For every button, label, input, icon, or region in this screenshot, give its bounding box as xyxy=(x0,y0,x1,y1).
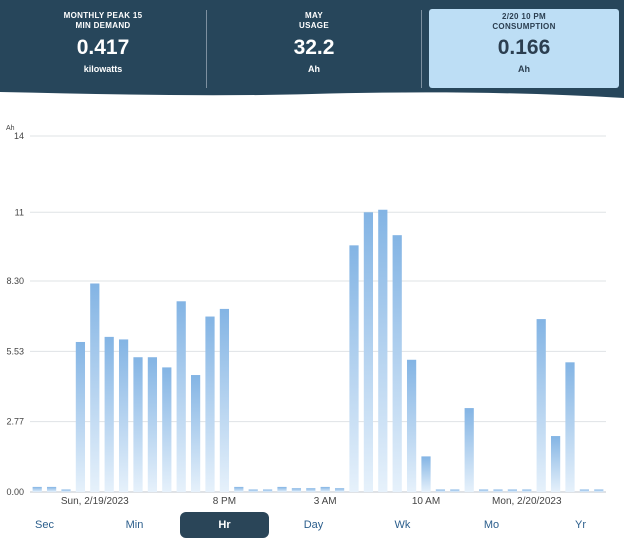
chart-bar[interactable] xyxy=(464,408,474,492)
stat-label: USAGE xyxy=(299,21,329,30)
chart-bar[interactable] xyxy=(378,209,388,492)
stat-month-usage[interactable]: MAY USAGE 32.2 Ah xyxy=(208,0,420,90)
chart-bar[interactable] xyxy=(450,489,460,492)
stat-value: 0.166 xyxy=(497,36,551,59)
x-tick-label: 3 AM xyxy=(314,496,337,507)
y-tick-label: 5.53 xyxy=(6,346,24,356)
time-range-tabs: Sec Min Hr Day Wk Mo Yr xyxy=(0,512,624,538)
chart-bar[interactable] xyxy=(61,489,71,492)
stat-label: MAY xyxy=(305,11,323,20)
chart-bar[interactable] xyxy=(162,367,172,492)
chart-bar[interactable] xyxy=(118,339,129,492)
summary-header: MONTHLY PEAK 15 MIN DEMAND 0.417 kilowat… xyxy=(0,0,624,100)
stat-label: CONSUMPTION xyxy=(492,22,556,31)
x-tick-label: Mon, 2/20/2023 xyxy=(492,496,562,507)
chart-bar[interactable] xyxy=(248,489,258,492)
chart-bar[interactable] xyxy=(550,436,561,492)
tab-hr[interactable]: Hr xyxy=(180,512,269,538)
tab-day[interactable]: Day xyxy=(303,519,324,531)
stat-unit: kilowatts xyxy=(83,64,123,74)
chart-bar[interactable] xyxy=(435,489,446,492)
chart-bar[interactable] xyxy=(306,488,316,492)
chart-bar[interactable] xyxy=(133,357,143,492)
stat-value: 0.417 xyxy=(76,36,130,59)
chart-bar[interactable] xyxy=(277,486,287,492)
chart-bar[interactable] xyxy=(579,489,590,492)
y-tick-label: 0.00 xyxy=(6,487,24,497)
chart-bar[interactable] xyxy=(104,336,114,492)
chart-bar[interactable] xyxy=(478,489,489,492)
chart-bar[interactable] xyxy=(320,486,330,492)
y-tick-label: 11 xyxy=(15,207,24,217)
stat-unit: Ah xyxy=(308,64,320,74)
stat-selected-consumption[interactable]: 2/20 10 PM CONSUMPTION 0.166 Ah xyxy=(429,9,619,88)
chart-bar[interactable] xyxy=(32,486,42,492)
chart-bar[interactable] xyxy=(349,245,359,492)
chart-bar[interactable] xyxy=(75,341,86,492)
y-tick-label: 14 xyxy=(14,131,24,141)
chart-bar[interactable] xyxy=(406,359,417,492)
x-tick-label: 10 AM xyxy=(412,496,440,507)
chart-bar[interactable] xyxy=(493,489,503,492)
y-tick-label: 8.30 xyxy=(6,276,24,286)
chart-bar[interactable] xyxy=(565,362,575,492)
stat-label: MONTHLY PEAK 15 xyxy=(63,11,143,20)
chart-bar[interactable] xyxy=(219,308,230,492)
chart-bar[interactable] xyxy=(334,488,345,492)
stat-label: MIN DEMAND xyxy=(75,21,131,30)
x-tick-label: 8 PM xyxy=(213,496,236,507)
y-axis-unit-label: Ah xyxy=(6,125,15,132)
tab-yr[interactable]: Yr xyxy=(575,519,586,531)
chart-bar[interactable] xyxy=(176,301,186,492)
chart-bar[interactable] xyxy=(190,375,201,492)
chart-bar[interactable] xyxy=(594,489,604,492)
header-divider xyxy=(206,10,207,88)
chart-bar[interactable] xyxy=(522,489,532,492)
stat-monthly-peak[interactable]: MONTHLY PEAK 15 MIN DEMAND 0.417 kilowat… xyxy=(0,0,206,90)
usage-bar-chart[interactable]: 14 11 8.30 5.53 2.77 0.00 Sun, 2/19/2023 8 PM 3 … xyxy=(0,118,624,508)
chart-bar[interactable] xyxy=(421,456,431,492)
chart-bar[interactable] xyxy=(363,212,374,492)
chart-bar[interactable] xyxy=(46,486,57,492)
y-tick-label: 2.77 xyxy=(6,417,24,427)
tab-min[interactable]: Min xyxy=(125,519,144,531)
stat-label: 2/20 10 PM xyxy=(502,12,546,21)
tab-wk[interactable]: Wk xyxy=(394,519,411,531)
chart-bar[interactable] xyxy=(392,235,402,492)
chart-bar[interactable] xyxy=(291,488,302,492)
chart-bar[interactable] xyxy=(262,489,273,492)
chart-bar[interactable] xyxy=(90,283,100,492)
stat-value: 32.2 xyxy=(293,36,335,59)
chart-bar[interactable] xyxy=(507,489,518,492)
stat-unit: Ah xyxy=(518,64,530,74)
tab-sec[interactable]: Sec xyxy=(35,519,54,531)
tab-mo[interactable]: Mo xyxy=(483,519,500,531)
chart-bar[interactable] xyxy=(536,319,546,492)
chart-bar[interactable] xyxy=(147,357,158,492)
chart-bar[interactable] xyxy=(205,316,215,492)
chart-bar[interactable] xyxy=(234,486,244,492)
header-divider xyxy=(421,10,422,88)
x-tick-label: Sun, 2/19/2023 xyxy=(61,496,129,507)
